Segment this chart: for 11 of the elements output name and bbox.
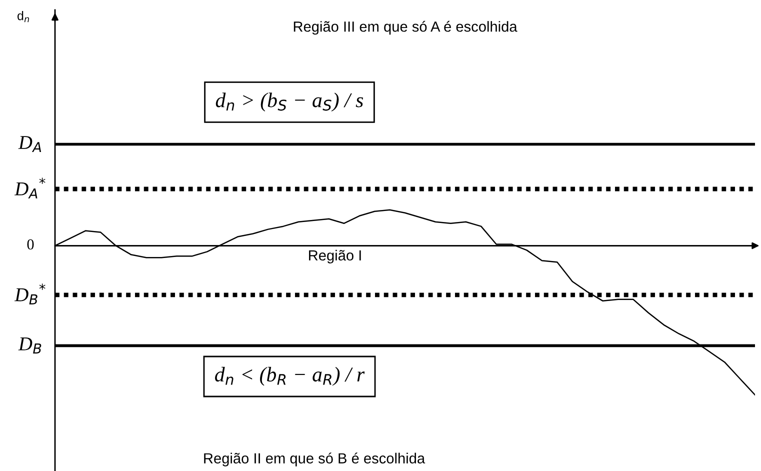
annotation: Região I <box>309 250 361 264</box>
chart-title: Região III em que só A é escolhida <box>294 20 518 35</box>
ref-line-label: D$_{B}$ <box>18 338 42 354</box>
ref-line-label: D$_{A}$$^{*}$ <box>14 178 46 198</box>
ref-line-label: D$_{A}$ <box>18 136 42 152</box>
text: d$_{n}$ > (b$_{S}$ − a$_{S}$) / s <box>216 92 364 112</box>
ref-line-label: 0 <box>27 239 34 250</box>
text: d$_{n}$ <box>18 11 30 22</box>
annotation: d$_{n}$ < (b$_{R}$ − a$_{R}$) / r <box>215 366 365 386</box>
text: Região II em que só B é escolhida <box>204 452 426 466</box>
ref-line-label: D$_{B}$$^{*}$ <box>14 284 46 304</box>
